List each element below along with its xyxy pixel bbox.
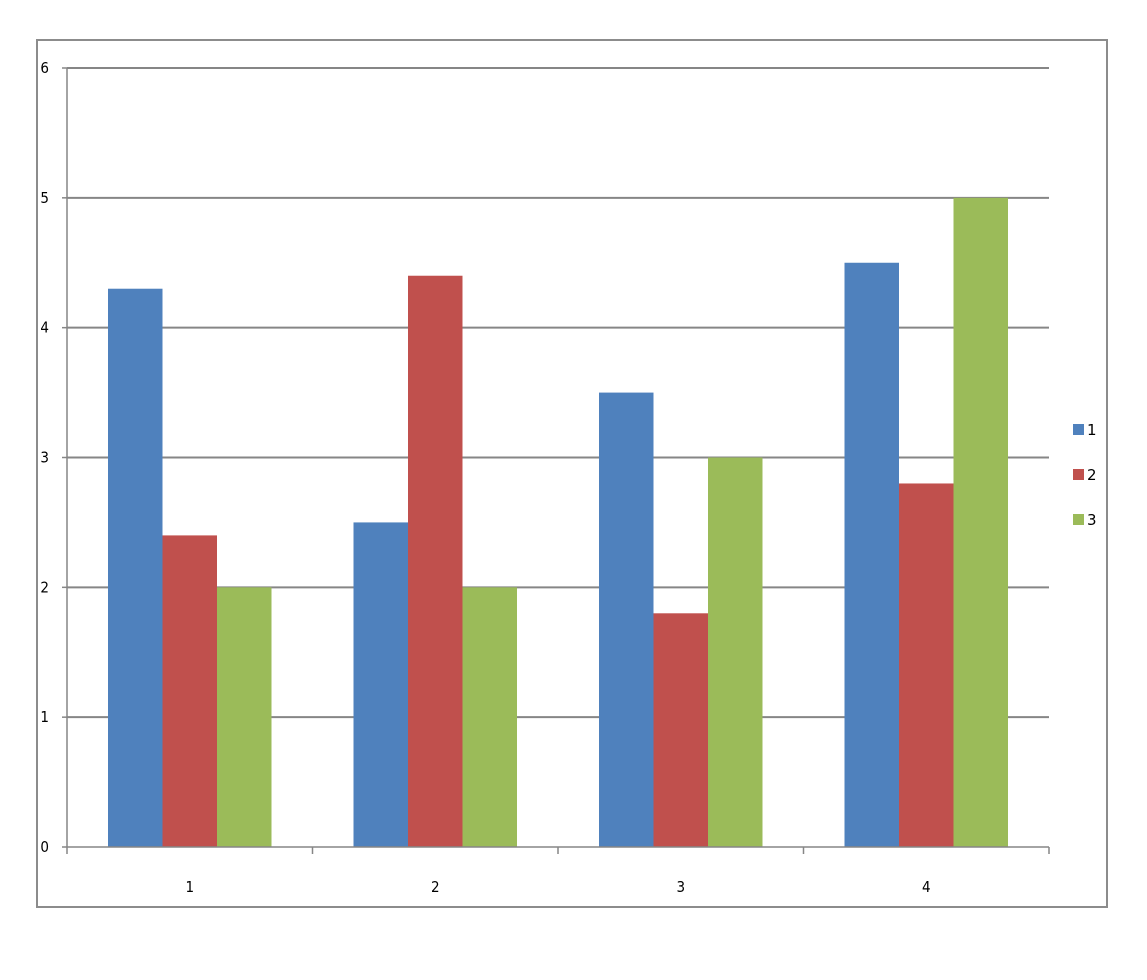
legend-label: 1 [1087,421,1097,439]
axes [62,67,1050,854]
x-tick-label: 3 [676,878,685,896]
y-tick-label: 2 [40,578,49,596]
bar-series-2-category-4 [899,483,954,847]
legend-swatch-2 [1073,469,1084,480]
bar-series-3-category-3 [708,457,763,847]
legend-swatch-3 [1073,514,1084,525]
y-tick-label: 5 [40,189,49,207]
bar-series-2-category-3 [653,613,708,847]
tick-labels: 0 1 2 3 4 5 6 1 2 3 4 [40,59,930,896]
legend-swatch-1 [1073,424,1084,435]
bar-series-2-category-1 [162,535,217,847]
bar-series-2-category-2 [408,275,463,847]
y-tick-label: 4 [40,319,49,337]
bar-series-1-category-3 [599,392,654,847]
y-tick-label: 1 [40,708,49,726]
x-tick-label: 2 [431,878,440,896]
bar-series-1-category-2 [353,522,408,847]
x-tick-label: 1 [185,878,194,896]
bar-series-3-category-4 [953,197,1008,848]
y-tick-label: 6 [40,59,49,77]
legend-label: 2 [1087,466,1097,484]
bars [108,197,1008,848]
y-tick-label: 3 [40,449,49,467]
legend-label: 3 [1087,511,1097,529]
bar-series-3-category-1 [217,587,272,847]
legend: 1 2 3 [1073,421,1097,529]
x-tick-label: 4 [922,878,931,896]
y-tick-label: 0 [40,838,49,856]
bar-series-3-category-2 [462,587,517,847]
bar-series-1-category-1 [108,288,163,847]
bar-series-1-category-4 [844,262,899,847]
